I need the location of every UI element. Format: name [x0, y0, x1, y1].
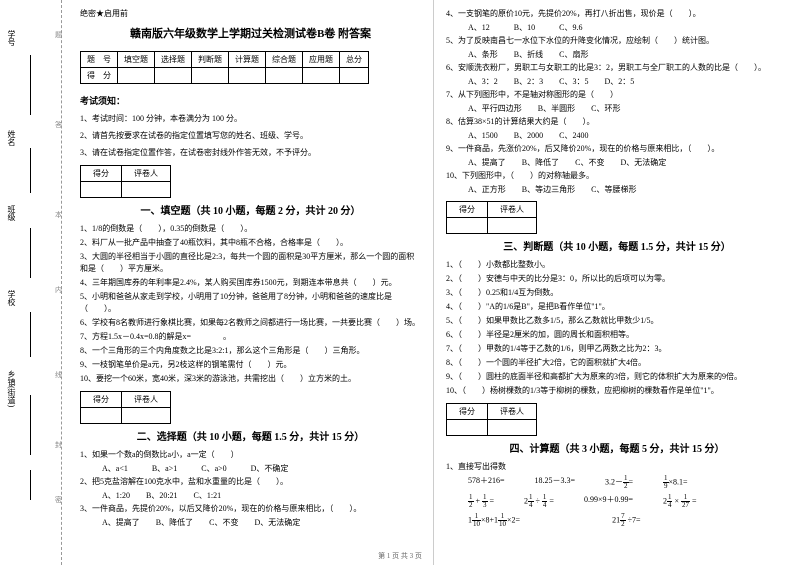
opts: A、a<1 B、a>1 C、a>0 D、不确定	[80, 463, 421, 474]
q: 6、学校有8名教师进行象棋比赛，如果每2名教师之间都进行一场比赛，一共要比赛（ …	[80, 317, 421, 329]
q: 8、估算38×51的计算结果大约是（ ）。	[446, 116, 788, 128]
left-column: 绝密★启用前 赣南版六年级数学上学期过关检测试卷B卷 附答案 题 号 填空题 选…	[68, 0, 434, 565]
q: 7、（ ）甲数的1/4等于乙数的1/6，则甲乙两数之比为2：3。	[446, 343, 788, 355]
underline	[30, 55, 31, 115]
q: 2、料厂从一批产品中抽查了40瓶饮料，其中8瓶不合格，合格率是（ ）。	[80, 237, 421, 249]
q: 2、（ ）安德与中天的比分是3：0，所以比的后项可以为零。	[446, 273, 788, 285]
score-summary-table: 题 号 填空题 选择题 判断题 计算题 综合题 应用题 总分 得 分	[80, 51, 369, 84]
notice: 3、请在试卷指定位置作答，在试卷密封线外作答无效，不予评分。	[80, 147, 421, 158]
q: 3、大圆的半径相当于小圆的直径比是2:3，每共一个圆的面积是30平方厘米，那么一…	[80, 251, 421, 275]
q: 4、一支钢笔的原价10元，先提价20%，再打八折出售，现价是（ ）。	[446, 8, 788, 20]
secret-label: 绝密★启用前	[80, 8, 421, 19]
section-1-title: 一、填空题（共 10 小题，每题 2 分，共计 20 分）	[80, 202, 421, 217]
q: 6、安顺洗衣粉厂，男职工与女职工的比是3：2，男职工与全厂职工的人数的比是（ ）…	[446, 62, 788, 74]
opts: A、提高了 B、降低了 C、不变 D、无法确定	[446, 157, 788, 168]
opts: A、3：2 B、2：3 C、3：5 D、2：5	[446, 76, 788, 87]
q: 9、一枝钢笔单价是a元，另2枝这样的钢笔需付（ ）元。	[80, 359, 421, 371]
q: 3、（ ）0.25和1/4互为倒数。	[446, 287, 788, 299]
q: 7、方程1.5x－0.4x=0.8的解是x= 。	[80, 331, 421, 343]
underline	[30, 470, 31, 500]
calc-row: 12 + 13 = 214 ÷ 14 = 0.99×9＋0.99= 214 × …	[446, 494, 788, 509]
q: 7、从下列图形中，不是轴对称图形的是（ ）	[446, 89, 788, 101]
bind-label: 姓名	[6, 130, 17, 146]
page-content: 绝密★启用前 赣南版六年级数学上学期过关检测试卷B卷 附答案 题 号 填空题 选…	[68, 0, 800, 565]
opts: A、12 B、10 C、9.6	[446, 22, 788, 33]
bind-label: 乡镇(街道)	[6, 370, 17, 407]
section-score-box: 得分评卷人	[80, 391, 171, 424]
underline	[30, 228, 31, 278]
q: 5、（ ）如果甲数比乙数多1/5，那么乙数就比甲数少1/5。	[446, 315, 788, 327]
q: 10、要挖一个60米，宽40米，深3米的游泳池，共需挖出（ ）立方米的土。	[80, 373, 421, 385]
q: 9、一件商品，先涨价20%，后又降价20%，现在的价格与原来相比，（ ）。	[446, 143, 788, 155]
q: 4、三年期国库券的年利率是2.4%，某人购买国库券1500元，到期连本带息共（ …	[80, 277, 421, 289]
notice-header: 考试须知：	[80, 94, 421, 107]
q: 9、（ ）圆柱的底面半径和高都扩大为原来的3倍，则它的体积扩大为原来的9倍。	[446, 371, 788, 383]
bind-label: 学校	[6, 290, 17, 306]
underline	[30, 312, 31, 357]
binding-area: 学号 姓名 班级 学校 乡镇(街道) 题 答 本 内 线 封 密	[0, 0, 62, 565]
opts: A、平行四边形 B、半圆形 C、环形	[446, 103, 788, 114]
underline	[30, 395, 31, 455]
exam-title: 赣南版六年级数学上学期过关检测试卷B卷 附答案	[80, 25, 421, 41]
q: 1、（ ）小数都比整数小。	[446, 259, 788, 271]
q: 8、（ ）一个圆的半径扩大2倍，它的面积就扩大4倍。	[446, 357, 788, 369]
q: 3、一件商品，先提价20%，以后又降价20%，现在的价格与原来相比，（ ）。	[80, 503, 421, 515]
q: 1、如果一个数a的倒数比a小，a一定（ ）	[80, 449, 421, 461]
section-2-title: 二、选择题（共 10 小题，每题 1.5 分，共计 15 分）	[80, 428, 421, 443]
q: 10、（ ）杨树棵数的1/3等于柳树的棵数，应把柳树的棵数看作是单位"1"。	[446, 385, 788, 397]
calc-row: 1110×8+1110×2= 2172 ÷7=	[446, 513, 788, 528]
bind-label: 班级	[6, 205, 17, 221]
q: 4、（ ）"A的1/6是B"，是把B看作单位"1"。	[446, 301, 788, 313]
calc-row: 578＋216= 18.25－3.3= 3.2－12= 19×8.1=	[446, 475, 788, 490]
q: 2、把5克盐溶解在100克水中，盐和水重量的比是（ ）。	[80, 476, 421, 488]
bind-label: 学号	[6, 30, 17, 46]
q: 6、（ ）半径是2厘米的加，圆的周长和面积相等。	[446, 329, 788, 341]
right-column: 4、一支钢笔的原价10元，先提价20%，再打八折出售，现价是（ ）。 A、12 …	[434, 0, 800, 565]
section-score-box: 得分评卷人	[446, 201, 537, 234]
calc-intro: 1、直接写出得数	[446, 461, 788, 473]
section-4-title: 四、计算题（共 3 小题，每题 5 分，共计 15 分）	[446, 440, 788, 455]
opts: A、提高了 B、降低了 C、不变 D、无法确定	[80, 517, 421, 528]
q: 10、下列图形中，（ ）的对称轴最多。	[446, 170, 788, 182]
q: 1、1/8的倒数是（ ），0.35的倒数是（ ）。	[80, 223, 421, 235]
q: 5、为了反映南昌七一水位下水位的升降变化情况，应绘制（ ）统计图。	[446, 35, 788, 47]
section-3-title: 三、判断题（共 10 小题，每题 1.5 分，共计 15 分）	[446, 238, 788, 253]
q: 8、一个三角形的三个内角度数之比是3:2:1，那么这个三角形是（ ）三角形。	[80, 345, 421, 357]
page-footer: 第 1 页 共 3 页	[0, 551, 800, 561]
opts: A、正方形 B、等边三角形 C、等腰梯形	[446, 184, 788, 195]
q: 5、小明和爸爸从家走到学校，小明用了10分钟，爸爸用了8分钟，小明和爸爸的速度比…	[80, 291, 421, 315]
section-score-box: 得分评卷人	[80, 165, 171, 198]
notice: 1、考试时间：100 分钟，本卷满分为 100 分。	[80, 113, 421, 124]
underline	[30, 148, 31, 193]
opts: A、条形 B、折线 C、扇形	[446, 49, 788, 60]
opts: A、1:20 B、20:21 C、1:21	[80, 490, 421, 501]
opts: A、1500 B、2000 C、2400	[446, 130, 788, 141]
notice: 2、请首先按要求在试卷的指定位置填写您的姓名、班级、学号。	[80, 130, 421, 141]
section-score-box: 得分评卷人	[446, 403, 537, 436]
